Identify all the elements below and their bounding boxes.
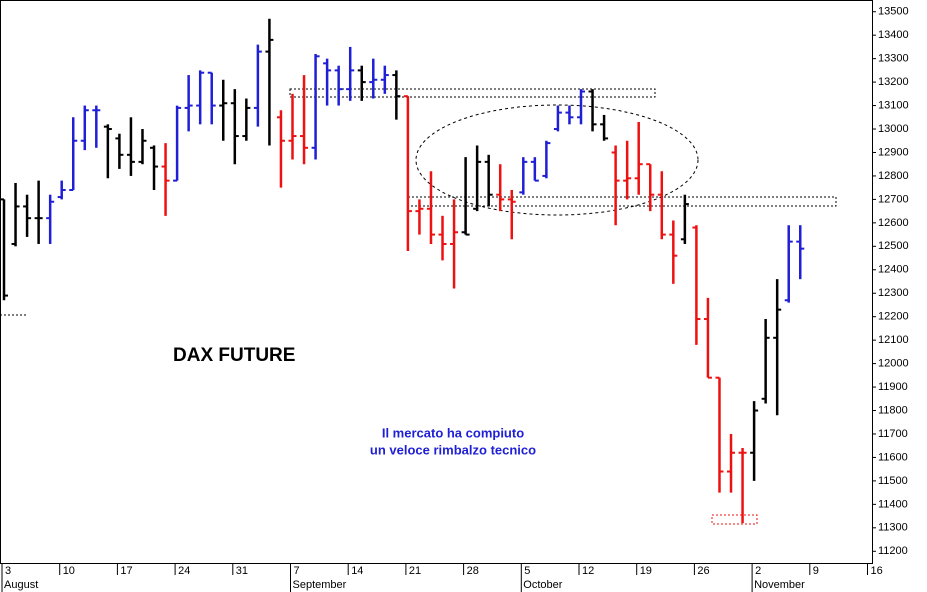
x-tick-label: 3 xyxy=(5,565,11,577)
x-tick-label: 12 xyxy=(582,565,594,577)
y-tick-label: 12000 xyxy=(878,358,909,370)
annotation: Il mercato ha compiuto xyxy=(382,425,524,440)
x-tick-label: 31 xyxy=(236,565,248,577)
y-tick-label: 13300 xyxy=(878,53,909,65)
x-tick-label: 16 xyxy=(871,565,883,577)
x-tick-label: 28 xyxy=(467,565,479,577)
month-label: November xyxy=(754,579,805,591)
x-tick-label: 24 xyxy=(178,565,190,577)
y-tick-label: 13500 xyxy=(878,6,909,18)
y-tick-label: 12800 xyxy=(878,170,909,182)
y-tick-label: 13200 xyxy=(878,76,909,88)
y-tick-label: 11300 xyxy=(878,522,908,534)
x-tick-label: 26 xyxy=(697,565,709,577)
x-tick-label: 10 xyxy=(63,565,75,577)
y-tick-label: 12600 xyxy=(878,217,909,229)
y-tick-label: 13000 xyxy=(878,123,909,135)
y-tick-label: 12500 xyxy=(878,240,909,252)
y-tick-label: 11400 xyxy=(878,498,908,510)
y-tick-label: 13100 xyxy=(878,99,909,111)
x-tick-label: 21 xyxy=(409,565,421,577)
annotation: un veloce rimbalzo tecnico xyxy=(370,442,536,457)
x-tick-label: 17 xyxy=(120,565,132,577)
y-tick-label: 12700 xyxy=(878,193,909,205)
month-label: September xyxy=(293,579,347,591)
y-tick-label: 11800 xyxy=(878,404,908,416)
y-tick-label: 12400 xyxy=(878,264,909,276)
month-label: August xyxy=(4,579,38,591)
x-tick-label: 14 xyxy=(351,565,363,577)
y-tick-label: 11700 xyxy=(878,428,908,440)
plot-frame xyxy=(0,0,873,564)
x-tick-label: 2 xyxy=(755,565,761,577)
month-label: October xyxy=(523,579,562,591)
y-tick-label: 11600 xyxy=(878,451,908,463)
y-tick-label: 12200 xyxy=(878,311,909,323)
pattern-ellipse xyxy=(415,104,699,216)
x-tick-label: 5 xyxy=(524,565,530,577)
y-tick-label: 11900 xyxy=(878,381,908,393)
y-tick-label: 12100 xyxy=(878,334,909,346)
low-box xyxy=(711,514,758,525)
chart-title: DAX FUTURE xyxy=(173,345,295,366)
y-tick-label: 13400 xyxy=(878,29,909,41)
resistance-box xyxy=(289,88,656,98)
x-tick-label: 19 xyxy=(640,565,652,577)
y-tick-label: 11200 xyxy=(878,545,908,557)
y-tick-label: 12300 xyxy=(878,287,909,299)
y-tick-label: 12900 xyxy=(878,146,909,158)
y-tick-label: 11500 xyxy=(878,475,908,487)
x-tick-label: 7 xyxy=(294,565,300,577)
x-tick-label: 9 xyxy=(813,565,819,577)
